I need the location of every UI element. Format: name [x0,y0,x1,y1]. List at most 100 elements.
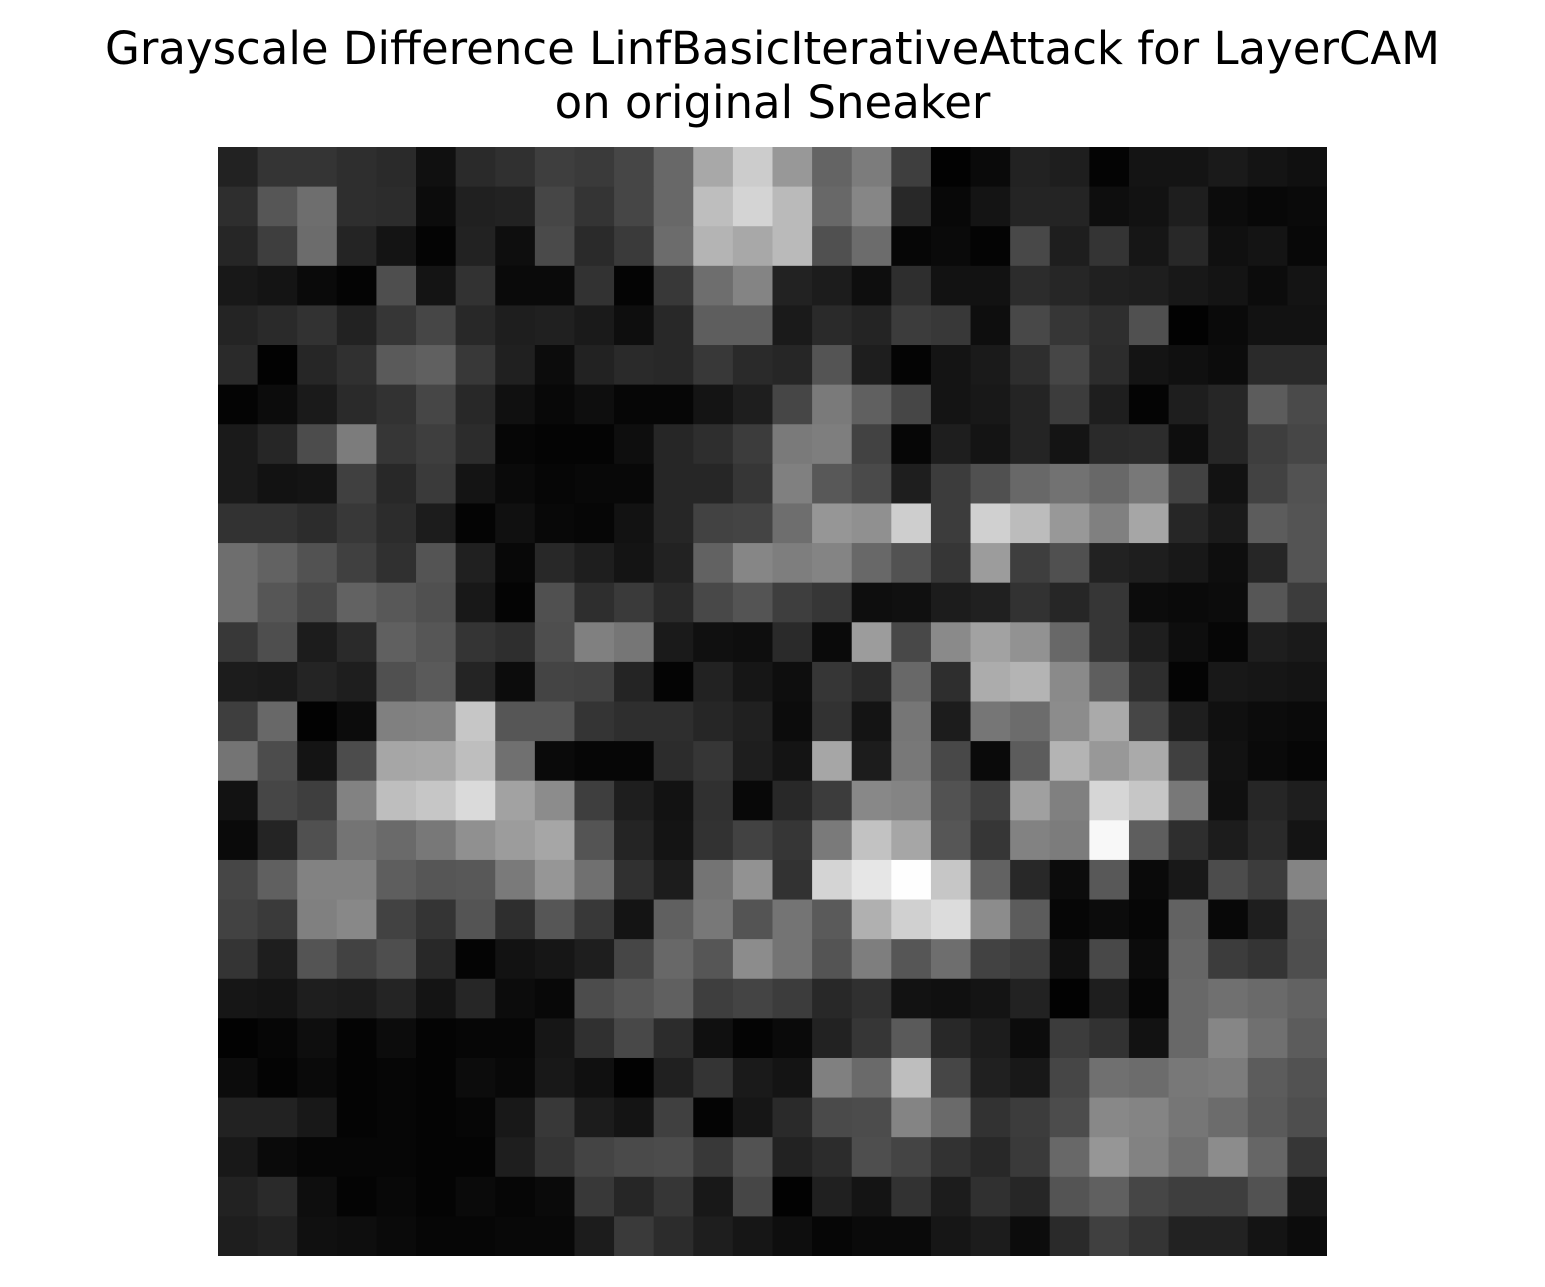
heatmap-cell-r13-c18 [930,661,972,703]
heatmap-cell-r13-c7 [495,661,536,703]
heatmap-cell-r11-c7 [495,582,536,623]
heatmap-cell-r22-c7 [495,1018,536,1059]
heatmap-cell-r25-c22 [1089,1137,1130,1178]
heatmap-cell-r7-c27 [1287,424,1327,465]
heatmap-cell-r21-c10 [614,978,655,1019]
heatmap-cell-r12-c3 [336,622,378,663]
heatmap-cell-r17-c7 [495,820,536,861]
heatmap-cell-r0-c19 [970,147,1011,188]
heatmap-cell-r25-c5 [416,1137,457,1178]
heatmap-cell-r25-c21 [1049,1137,1090,1178]
heatmap-cell-r26-c11 [653,1176,694,1217]
heatmap-cell-r6-c20 [1010,384,1051,425]
heatmap-cell-r0-c5 [416,147,457,188]
heatmap-cell-r0-c4 [376,147,417,188]
heatmap-cell-r13-c1 [257,661,298,703]
heatmap-cell-r23-c23 [1128,1057,1170,1099]
heatmap-cell-r25-c10 [614,1137,655,1178]
heatmap-cell-r23-c14 [772,1057,813,1099]
heatmap-cell-r20-c26 [1247,939,1288,980]
heatmap-cell-r21-c11 [653,978,694,1019]
heatmap-cell-r1-c25 [1208,186,1249,227]
heatmap-cell-r9-c14 [772,503,813,544]
heatmap-cell-r7-c7 [495,424,536,465]
heatmap-cell-r22-c21 [1049,1018,1090,1059]
heatmap-cell-r19-c11 [653,899,694,940]
heatmap-cell-r2-c17 [891,226,932,267]
heatmap-cell-r0-c26 [1247,147,1288,188]
heatmap-cell-r1-c18 [930,186,972,227]
heatmap-cell-r19-c12 [693,899,734,940]
heatmap-cell-r24-c7 [495,1097,536,1138]
heatmap-cell-r13-c12 [693,661,734,703]
heatmap-cell-r18-c11 [653,859,694,901]
heatmap-cell-r16-c21 [1049,780,1090,821]
heatmap-cell-r4-c3 [336,305,378,346]
heatmap-cell-r9-c16 [851,503,892,544]
heatmap-cell-r16-c1 [257,780,298,821]
heatmap-cell-r6-c5 [416,384,457,425]
heatmap-cell-r20-c22 [1089,939,1130,980]
heatmap-cell-r5-c19 [970,345,1011,386]
heatmap-cell-r10-c15 [812,543,853,584]
heatmap-cell-r13-c17 [891,661,932,703]
heatmap-cell-r9-c20 [1010,503,1051,544]
heatmap-cell-r16-c13 [732,780,774,821]
heatmap-cell-r27-c13 [732,1216,774,1256]
heatmap-cell-r26-c26 [1247,1176,1288,1217]
heatmap-cell-r14-c8 [534,701,576,742]
heatmap-cell-r18-c21 [1049,859,1090,901]
heatmap-cell-r2-c22 [1089,226,1130,267]
heatmap-cell-r6-c14 [772,384,813,425]
heatmap-cell-r17-c4 [376,820,417,861]
heatmap-cell-r6-c13 [732,384,774,425]
heatmap-cell-r7-c9 [574,424,615,465]
heatmap-cell-r2-c0 [218,226,259,267]
heatmap-cell-r6-c12 [693,384,734,425]
heatmap-cell-r13-c16 [851,661,892,703]
heatmap-cell-r11-c27 [1287,582,1327,623]
heatmap-cell-r17-c23 [1128,820,1170,861]
heatmap-cell-r22-c9 [574,1018,615,1059]
heatmap-cell-r5-c8 [534,345,576,386]
heatmap-cell-r0-c2 [297,147,338,188]
heatmap-cell-r25-c0 [218,1137,259,1178]
heatmap-cell-r13-c9 [574,661,615,703]
heatmap-cell-r1-c17 [891,186,932,227]
heatmap-cell-r7-c11 [653,424,694,465]
heatmap-cell-r4-c11 [653,305,694,346]
heatmap-cell-r22-c12 [693,1018,734,1059]
heatmap-cell-r2-c18 [930,226,972,267]
heatmap-cell-r11-c18 [930,582,972,623]
heatmap-cell-r1-c10 [614,186,655,227]
heatmap-cell-r25-c4 [376,1137,417,1178]
heatmap-cell-r13-c2 [297,661,338,703]
heatmap-cell-r12-c9 [574,622,615,663]
heatmap-cell-r1-c15 [812,186,853,227]
heatmap-cell-r25-c7 [495,1137,536,1178]
heatmap-cell-r1-c7 [495,186,536,227]
heatmap-cell-r2-c16 [851,226,892,267]
heatmap-cell-r18-c24 [1168,859,1209,901]
heatmap-cell-r20-c17 [891,939,932,980]
heatmap-cell-r24-c15 [812,1097,853,1138]
heatmap-cell-r12-c0 [218,622,259,663]
heatmap-cell-r24-c19 [970,1097,1011,1138]
heatmap-cell-r14-c2 [297,701,338,742]
heatmap-cell-r18-c1 [257,859,298,901]
heatmap-cell-r17-c15 [812,820,853,861]
heatmap-cell-r12-c19 [970,622,1011,663]
heatmap-cell-r18-c16 [851,859,892,901]
heatmap-cell-r16-c25 [1208,780,1249,821]
heatmap-cell-r19-c13 [732,899,774,940]
heatmap-cell-r5-c12 [693,345,734,386]
heatmap-cell-r11-c13 [732,582,774,623]
heatmap-cell-r6-c18 [930,384,972,425]
heatmap-cell-r2-c2 [297,226,338,267]
heatmap-cell-r20-c9 [574,939,615,980]
heatmap-cell-r22-c5 [416,1018,457,1059]
heatmap-cell-r12-c26 [1247,622,1288,663]
heatmap-cell-r7-c18 [930,424,972,465]
heatmap-cell-r17-c20 [1010,820,1051,861]
heatmap-cell-r7-c20 [1010,424,1051,465]
